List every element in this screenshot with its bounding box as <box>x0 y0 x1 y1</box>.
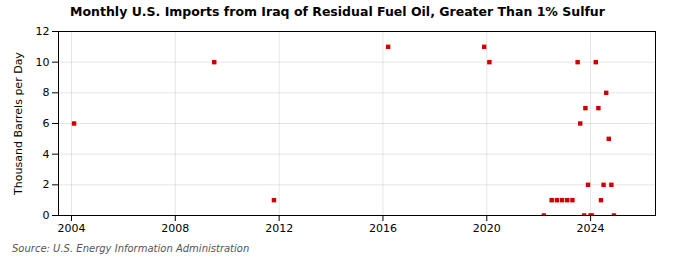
svg-text:4: 4 <box>43 148 50 161</box>
svg-text:2024: 2024 <box>577 222 605 235</box>
svg-text:2020: 2020 <box>473 222 501 235</box>
html-text:Monthly U.S. Imports from Iraq: Monthly U.S. Imports from Iraq of Residu… <box>70 4 605 19</box>
svg-text:Thousand Barrels per Day: Thousand Barrels per Day <box>12 52 25 196</box>
svg-text:0: 0 <box>43 209 50 222</box>
svg-text:2004: 2004 <box>57 222 85 235</box>
svg-text:2: 2 <box>43 178 50 191</box>
html-text:Source: U.S. Energy Informatio: Source: U.S. Energy Information Administ… <box>12 243 250 254</box>
svg-text:8: 8 <box>43 86 50 99</box>
svg-text:6: 6 <box>43 117 50 130</box>
svg-text:2008: 2008 <box>161 222 189 235</box>
svg-text:2016: 2016 <box>369 222 397 235</box>
svg-text:12: 12 <box>36 25 50 38</box>
svg-text:2012: 2012 <box>265 222 293 235</box>
svg-text:10: 10 <box>36 56 50 69</box>
